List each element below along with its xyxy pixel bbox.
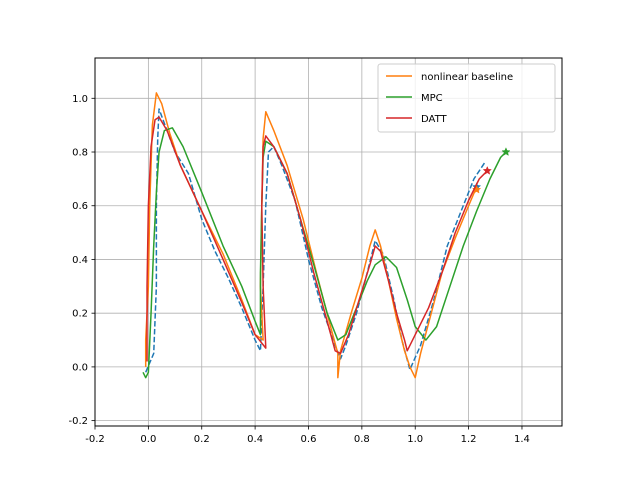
legend-box [377, 63, 556, 133]
end-marker-mpc [501, 147, 511, 156]
x-tick-label: 1.0 [407, 434, 423, 445]
x-tick-label: -0.2 [85, 434, 105, 445]
y-tick-label: 0.2 [72, 309, 88, 320]
series-line-nonlinear-baseline [144, 92, 478, 379]
y-tick-label: -0.2 [68, 416, 88, 427]
legend: nonlinear baseline MPC DATT [377, 63, 556, 133]
legend-label: DATT [421, 114, 448, 125]
x-tick-label: 0.4 [247, 434, 263, 445]
x-tick-label: 0.6 [301, 434, 317, 445]
y-tick-label: 0.4 [72, 255, 88, 266]
x-tick-label: 0.8 [354, 434, 370, 445]
end-marker-nonlinear-baseline [471, 184, 482, 194]
end-marker-datt [482, 165, 492, 175]
ticks: -0.2 0.0 0.2 0.4 0.6 0.8 1.0 1.2 1.4 -0.2 0.0 0.2 0.… [68, 94, 529, 445]
x-tick-label: 1.4 [514, 434, 530, 445]
legend-label: MPC [421, 93, 443, 104]
x-tick-label: 1.2 [461, 434, 477, 445]
y-tick-label: 0.0 [72, 362, 88, 373]
series-layer [142, 92, 511, 379]
x-tick-label: 0.2 [194, 434, 210, 445]
y-tick-label: 0.6 [72, 201, 88, 212]
axes-frame [94, 57, 563, 427]
series-line-datt [146, 116, 488, 362]
x-tick-label: 0.0 [140, 434, 156, 445]
y-tick-label: 1.0 [72, 94, 88, 105]
y-tick-label: 0.8 [72, 148, 88, 159]
legend-label: nonlinear baseline [421, 72, 513, 83]
